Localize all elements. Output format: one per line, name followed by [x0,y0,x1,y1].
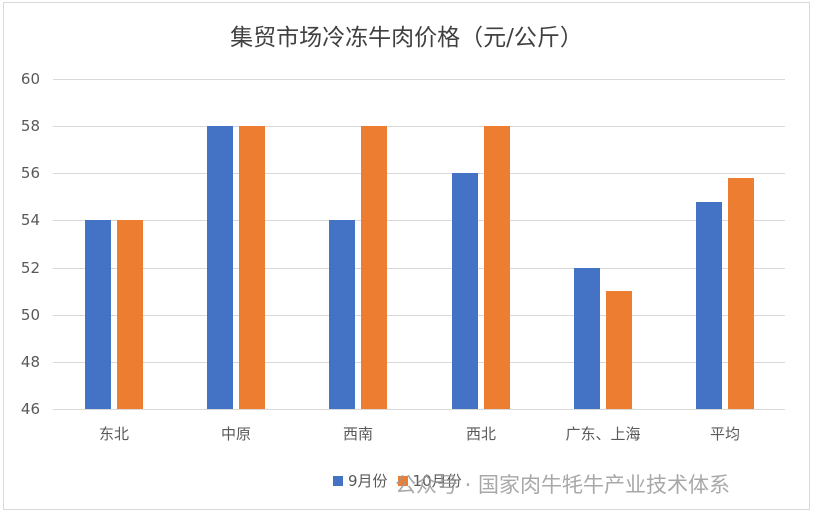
legend-swatch-icon [397,475,408,486]
x-tick-label: 中原 [220,425,252,443]
y-tick-label: 50 [20,305,40,324]
gridline [53,409,785,410]
y-tick-label: 46 [20,400,40,418]
legend-item: 9月份 [333,470,388,491]
bar-sep [329,220,355,409]
y-tick-label: 54 [20,211,40,230]
legend-swatch-icon [333,475,343,486]
legend-label: 10月份 [412,472,462,490]
bar-oct [361,126,387,409]
bar-sep [696,201,722,409]
x-tick-label: 平均 [709,425,741,443]
chart-frame [3,2,810,510]
x-tick-label: 西南 [342,425,374,443]
gridline [53,126,785,128]
gridline [53,361,785,363]
gridline [53,267,785,269]
bar-oct [484,126,510,409]
y-tick-label: 56 [20,164,40,183]
bar-sep [452,173,478,409]
y-tick-label: 48 [20,352,40,371]
legend-label: 9月份 [348,472,388,490]
legend-item: 10月份 [397,470,462,491]
y-tick-label: 60 [20,70,40,88]
legend: 9月份 10月份 [333,470,472,491]
bar-oct [606,291,632,409]
gridline [53,220,785,222]
gridline [53,173,785,175]
gridline [53,314,785,316]
bar-oct [728,178,754,409]
bar-sep [574,267,600,409]
bar-sep [85,220,111,409]
bar-oct [239,126,265,409]
y-tick-label: 52 [20,258,40,277]
chart-title: 集贸市场冷冻牛肉价格（元/公斤） [230,25,583,51]
y-tick-label: 58 [20,117,40,136]
gridline [53,79,785,80]
x-tick-label: 西北 [465,425,497,443]
watermark: 公众号 · 国家肉牛牦牛产业技术体系 [395,473,731,497]
x-tick-label: 广东、上海 [565,425,641,443]
x-tick-label: 东北 [98,425,130,443]
bar-oct [117,220,143,409]
bar-sep [207,126,233,409]
